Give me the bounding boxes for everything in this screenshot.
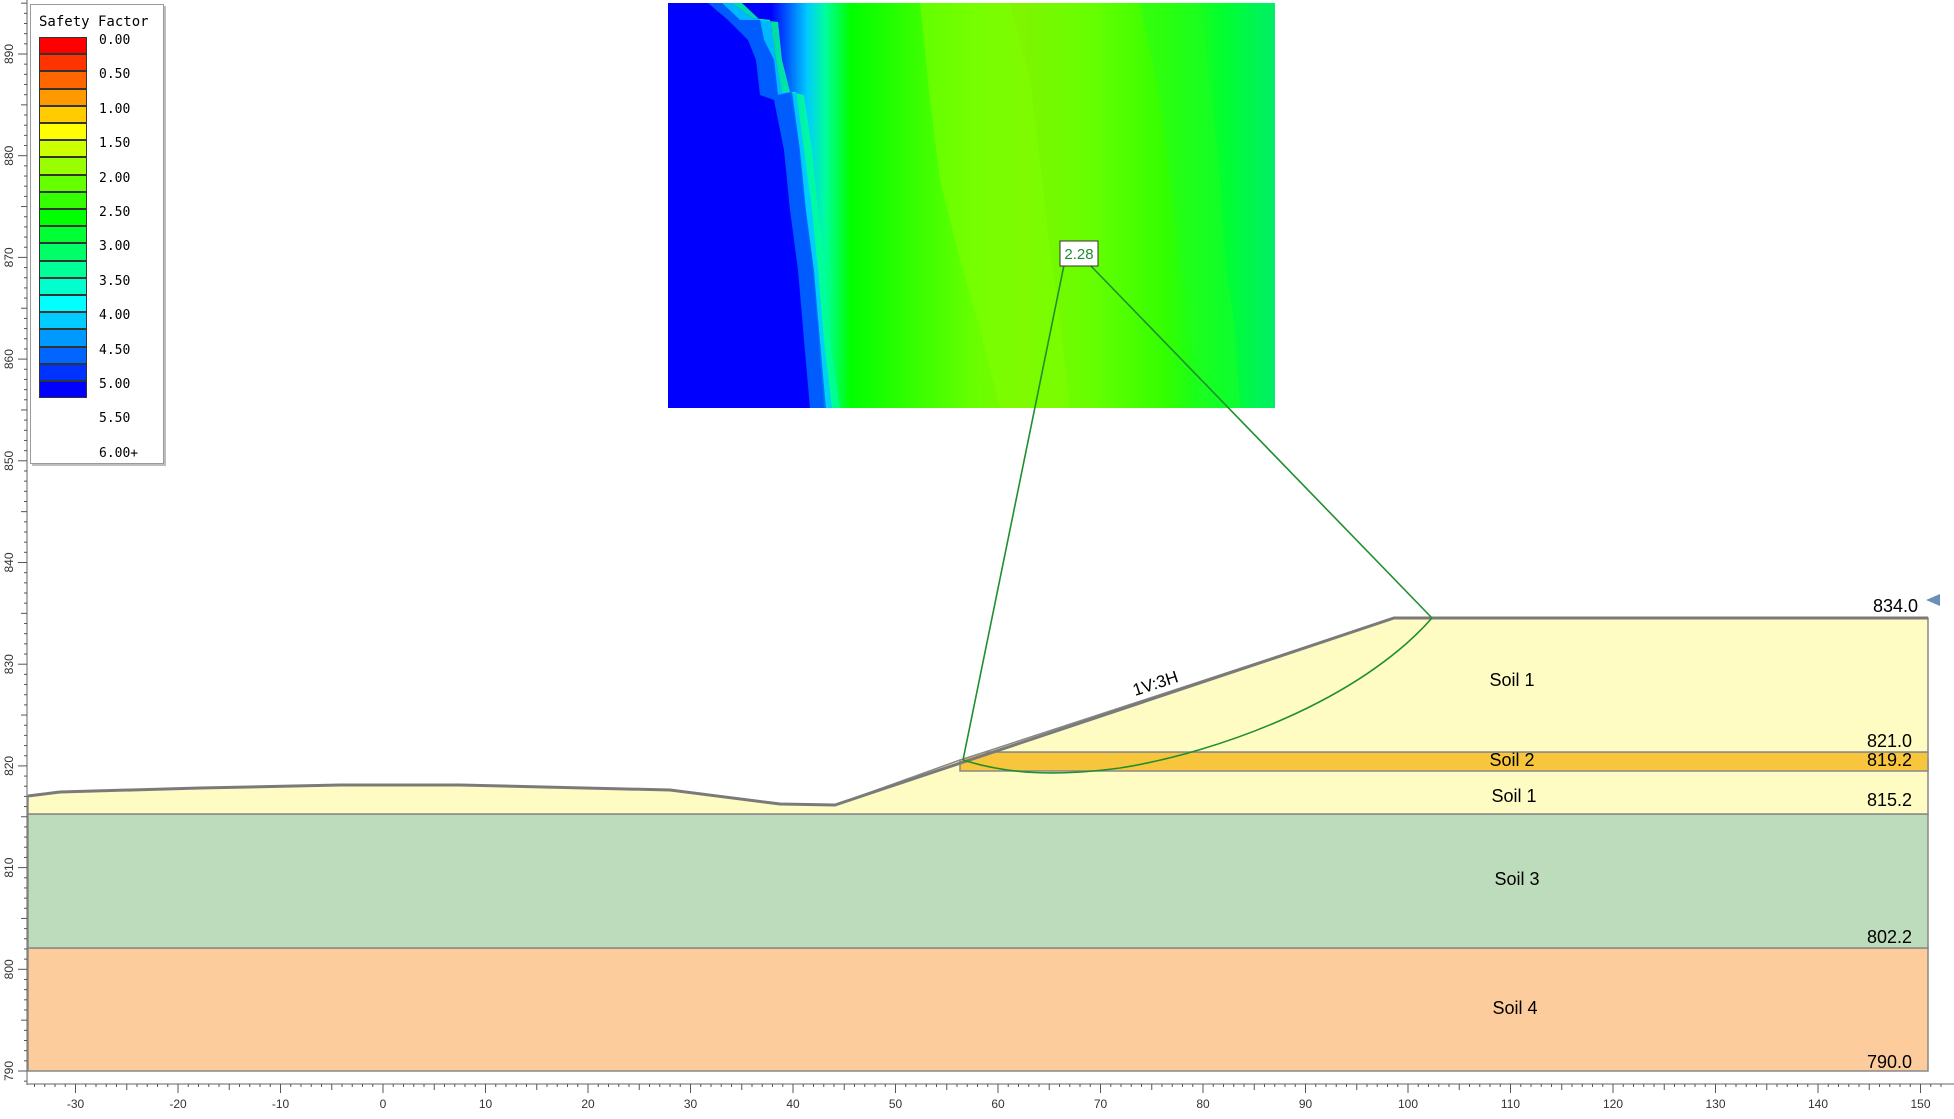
legend-swatch [39,363,87,381]
legend-swatch [39,140,87,158]
legend-swatch [39,191,87,209]
y-tick-label: 840 [2,552,16,572]
y-axis-ticks: 790 800 810 820 830 840 850 860 870 880 890 [2,2,27,1082]
legend-swatch [39,54,87,72]
x-tick-label: 150 [1910,1097,1930,1111]
y-tick-label: 810 [2,857,16,877]
legend-swatch [39,174,87,192]
elev-821: 821.0 [1867,731,1912,751]
x-tick-label: 120 [1603,1097,1623,1111]
legend-swatch [39,329,87,347]
water-table-marker-icon[interactable] [1926,594,1940,606]
soil-layers [27,616,1929,1072]
legend-swatch [39,381,87,399]
ground-surface [27,616,1928,807]
elev-802-2: 802.2 [1867,927,1912,947]
legend-label: 2.50 [99,205,131,220]
layer-soil-1-upper[interactable] [984,617,1929,753]
legend-swatch [39,260,87,278]
legend-label: 4.00 [99,308,131,324]
legend-swatch [39,226,87,244]
legend-swatch [39,312,87,330]
x-tick-label: -30 [67,1097,85,1111]
x-tick-label: 80 [1196,1097,1210,1111]
y-tick-label: 850 [2,450,16,470]
min-safety-factor-label[interactable]: 2.28 [1059,240,1099,267]
legend-swatch [39,346,87,364]
legend-label: 5.00 [99,377,131,392]
legend-label: 0.50 [99,67,131,83]
legend-swatch [39,209,87,227]
y-tick-label: 790 [2,1061,16,1081]
elev-819-2: 819.2 [1867,750,1912,770]
legend-swatch [39,71,87,89]
legend-swatch [39,277,87,295]
legend-label: 0.00 [99,33,131,48]
y-tick-label: 870 [2,247,16,267]
elev-815-2: 815.2 [1867,790,1912,810]
x-tick-label: 130 [1705,1097,1725,1111]
legend-swatch [39,105,87,123]
label-soil-1-lower: Soil 1 [1491,786,1536,806]
elev-790: 790.0 [1867,1052,1912,1072]
legend-label: 1.00 [99,101,131,117]
label-soil-4: Soil 4 [1492,998,1537,1018]
critical-slip-surface [962,264,1433,774]
legend-label: 6.00+ [99,445,139,461]
x-tick-label: -20 [169,1097,187,1111]
x-axis-ticks: -30 -20 -10 0 10 20 30 40 50 60 70 80 90 100 110 120 130… [34,1084,1942,1111]
y-tick-label: 830 [2,654,16,674]
x-tick-label: 0 [380,1097,387,1111]
x-tick-label: 100 [1398,1097,1418,1111]
legend-label: 3.00 [99,239,131,255]
x-tick-label: 70 [1094,1097,1108,1111]
y-tick-label: 820 [2,756,16,776]
layer-soil-3[interactable] [27,813,1929,949]
x-tick-label: 40 [786,1097,800,1111]
x-tick-label: -10 [272,1097,290,1111]
legend-label: 5.50 [99,411,131,427]
legend-label: 2.00 [99,170,131,186]
legend-swatch [39,243,87,261]
search-grid-contours [668,3,1275,408]
x-tick-label: 50 [889,1097,903,1111]
legend-label: 4.50 [99,342,131,358]
y-tick-label: 890 [2,44,16,64]
legend-swatch [39,157,87,175]
y-axis-strip [0,0,28,1085]
legend-label: 1.50 [99,136,131,152]
x-tick-label: 30 [684,1097,698,1111]
layer-soil-2[interactable] [959,751,1929,772]
layer-soil-4[interactable] [27,947,1929,1072]
x-tick-label: 90 [1299,1097,1313,1111]
label-soil-2: Soil 2 [1489,750,1534,770]
x-tick-label: 60 [991,1097,1005,1111]
y-tick-label: 860 [2,349,16,369]
y-tick-label: 880 [2,145,16,165]
x-tick-label: 110 [1501,1097,1520,1111]
label-soil-3: Soil 3 [1494,869,1539,889]
x-tick-label: 140 [1808,1097,1828,1111]
x-tick-label: 10 [479,1097,493,1111]
min-fs-value: 2.28 [1064,246,1093,263]
x-tick-label: 20 [581,1097,595,1111]
legend-label: 3.50 [99,273,131,289]
legend-swatch [39,295,87,313]
elev-834: 834.0 [1873,596,1918,616]
y-tick-label: 800 [2,959,16,979]
legend-title: Safety Factor [39,14,149,30]
label-soil-1-upper: Soil 1 [1489,670,1534,690]
safety-factor-legend: Safety Factor 0.00 0.50 1.00 1.50 2.00 2.50 3.… [30,4,164,464]
legend-swatch [39,123,87,141]
legend-swatch [39,88,87,106]
legend-swatch [39,37,87,55]
